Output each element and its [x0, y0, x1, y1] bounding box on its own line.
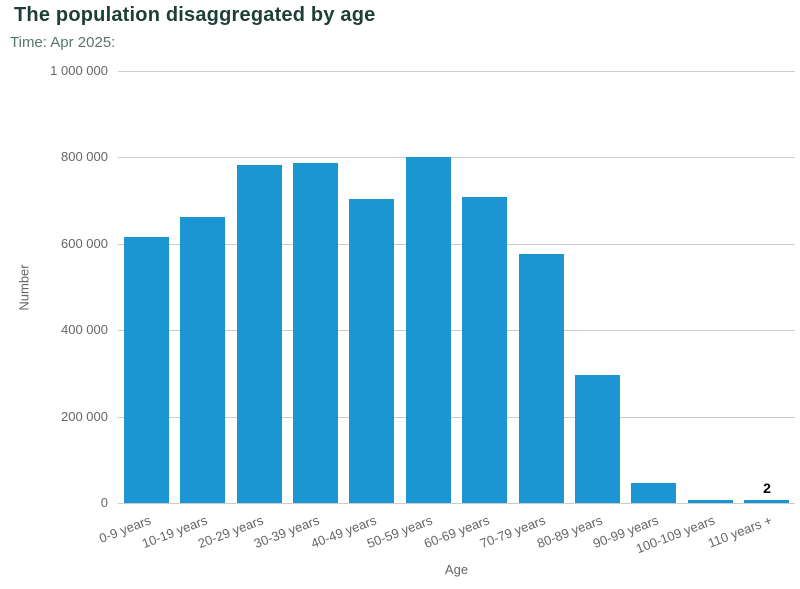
gridline-800000 — [118, 157, 795, 158]
bar-30-39-years[interactable] — [293, 163, 338, 503]
gridline-400000 — [118, 330, 795, 331]
bar-60-69-years[interactable] — [462, 197, 507, 503]
y-tick-label: 1 000 000 — [50, 63, 108, 78]
gridline-0 — [118, 503, 795, 504]
bar-data-label: 2 — [763, 480, 771, 496]
bar-80-89-years[interactable] — [575, 375, 620, 503]
gridline-200000 — [118, 417, 795, 418]
gridline-600000 — [118, 244, 795, 245]
chart-title: The population disaggregated by age — [14, 4, 376, 26]
y-tick-label: 0 — [100, 495, 108, 510]
x-axis-title: Age — [444, 562, 469, 577]
bar-100-109-years[interactable] — [688, 500, 733, 503]
bar-90-99-years[interactable] — [631, 483, 676, 503]
bar-40-49-years[interactable] — [349, 199, 394, 503]
bar-110-years[interactable] — [744, 500, 789, 503]
plot-area — [118, 71, 795, 504]
bar-20-29-years[interactable] — [237, 165, 282, 503]
bar-10-19-years[interactable] — [180, 217, 225, 503]
bar-0-9-years[interactable] — [124, 237, 169, 503]
y-tick-label: 600 000 — [61, 236, 108, 251]
y-tick-label: 400 000 — [61, 322, 108, 337]
y-tick-label: 200 000 — [61, 409, 108, 424]
gridline-1000000 — [118, 71, 795, 72]
bar-70-79-years[interactable] — [519, 254, 564, 503]
chart-subtitle: Time: Apr 2025: — [10, 34, 116, 51]
x-tick-label: 110 years + — [705, 512, 774, 551]
y-tick-label: 800 000 — [61, 149, 108, 164]
bar-50-59-years[interactable] — [406, 157, 451, 503]
